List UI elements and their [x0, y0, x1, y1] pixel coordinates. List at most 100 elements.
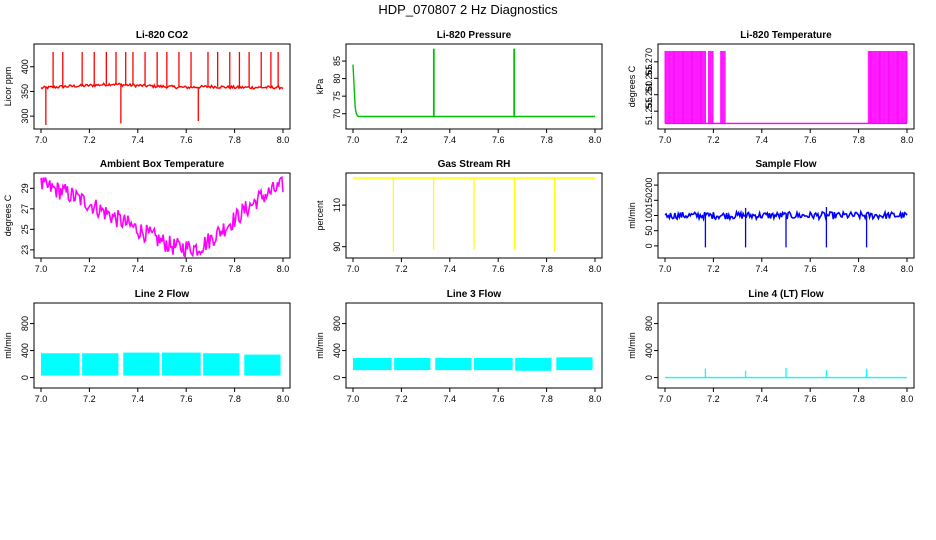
- chart-rh: Gas Stream RH 7.0 7.2 7.4 7.6 7.8 8.0 90 110 perc…: [315, 159, 603, 274]
- y-tick-label: 0: [644, 243, 654, 248]
- x-tick-label: 7.4: [132, 135, 145, 145]
- plot-body: [352, 48, 595, 118]
- x-tick-label: 7.8: [228, 135, 241, 145]
- series-line-pressure: [352, 64, 595, 118]
- chart-line2: Line 2 Flow 7.0 7.2 7.4 7.6 7.8 8.0 0 400 800 ml/m…: [3, 289, 291, 404]
- chart-title: Line 2 Flow: [135, 289, 190, 300]
- x-tick-label: 8.0: [277, 264, 290, 274]
- y-tick-label: 350: [20, 84, 30, 99]
- plot-frame: [345, 172, 603, 259]
- x-tick-label: 7.6: [180, 135, 193, 145]
- series-line-temperature: [40, 176, 284, 258]
- x-tick-label: 7.4: [444, 394, 457, 404]
- chart-title: Li-820 CO2: [136, 30, 189, 41]
- flow-segment: [353, 357, 392, 371]
- x-tick-label: 7.8: [540, 394, 553, 404]
- x-tick-label: 7.2: [83, 135, 96, 145]
- y-tick-label: 100: [644, 208, 654, 223]
- x-tick-label: 8.0: [277, 394, 290, 404]
- x-tick-label: 7.2: [395, 135, 408, 145]
- y-tick-label: 51.255: [644, 97, 654, 125]
- x-tick-label: 7.2: [707, 394, 720, 404]
- y-tick-label: 400: [332, 343, 342, 358]
- x-tick-label: 7.6: [492, 135, 505, 145]
- y-tick-label: 80: [332, 74, 342, 84]
- series-line-flow: [664, 209, 908, 223]
- plot-body: [664, 50, 908, 125]
- y-tick-label: 25: [20, 224, 30, 234]
- y-tick-label: 0: [20, 375, 30, 380]
- page-title: HDP_070807 2 Hz Diagnostics: [378, 2, 558, 17]
- y-tick-label: 51.270: [644, 48, 654, 76]
- x-tick-label: 7.6: [180, 394, 193, 404]
- y-tick-label: 70: [332, 109, 342, 119]
- chart-line3: Line 3 Flow 7.0 7.2 7.4 7.6 7.8 8.0 0 400 800 ml/m…: [315, 289, 603, 404]
- flow-segment: [435, 357, 472, 371]
- y-tick-label: 400: [20, 343, 30, 358]
- plot-frame: [345, 302, 603, 389]
- chart-line4: Line 4 (LT) Flow 7.0 7.2 7.4 7.6 7.8 8.0 0 400 80…: [627, 289, 915, 404]
- plot-frame: [33, 172, 291, 259]
- y-tick-label: 27: [20, 204, 30, 214]
- x-tick-label: 7.4: [444, 135, 457, 145]
- y-tick-label: 800: [20, 316, 30, 331]
- x-tick-label: 7.0: [35, 394, 48, 404]
- x-tick-label: 8.0: [589, 394, 602, 404]
- x-tick-label: 7.8: [228, 394, 241, 404]
- chart-title: Line 4 (LT) Flow: [748, 289, 824, 300]
- x-tick-label: 7.6: [804, 264, 817, 274]
- y-axis-label: ml/min: [315, 332, 325, 359]
- plot-body: [664, 206, 908, 248]
- x-tick-label: 7.0: [659, 264, 672, 274]
- y-tick-label: 75: [332, 91, 342, 101]
- y-tick-label: 0: [644, 375, 654, 380]
- flow-segment: [82, 353, 119, 376]
- series-line-baseline: [40, 82, 284, 91]
- x-tick-label: 7.4: [132, 264, 145, 274]
- y-tick-label: 110: [332, 198, 342, 212]
- plot-frame: [345, 43, 603, 130]
- plot-body: [40, 176, 284, 258]
- chart-title: Gas Stream RH: [438, 159, 511, 170]
- plot-frame: [33, 302, 291, 389]
- y-axis-label: kPa: [315, 79, 325, 95]
- flow-segment: [474, 357, 513, 371]
- y-tick-label: 800: [332, 316, 342, 331]
- flow-segment: [556, 357, 593, 371]
- x-tick-label: 7.6: [492, 264, 505, 274]
- y-tick-label: 50: [644, 226, 654, 236]
- chart-title: Sample Flow: [755, 159, 816, 170]
- y-tick-label: 150: [644, 193, 654, 208]
- x-tick-label: 8.0: [589, 135, 602, 145]
- chart-box_temp: Ambient Box Temperature 7.0 7.2 7.4 7.6 7.8 8.…: [3, 159, 291, 274]
- x-tick-label: 7.8: [852, 264, 865, 274]
- y-tick-label: 85: [332, 56, 342, 66]
- y-tick-label: 23: [20, 245, 30, 255]
- y-tick-label: 51.260: [644, 81, 654, 109]
- plot-frame: [33, 43, 291, 130]
- x-tick-label: 7.6: [804, 394, 817, 404]
- plot-body: [40, 51, 284, 126]
- y-tick-label: 0: [332, 375, 342, 380]
- chart-licor_temp: Li-820 Temperature 7.0 7.2 7.4 7.6 7.8 8.0 51.2…: [627, 30, 915, 145]
- x-tick-label: 8.0: [589, 264, 602, 274]
- x-tick-label: 7.2: [395, 264, 408, 274]
- flow-segment: [515, 357, 552, 371]
- x-tick-label: 7.0: [347, 264, 360, 274]
- y-tick-label: 29: [20, 183, 30, 193]
- plot-body: [353, 177, 595, 252]
- x-tick-label: 7.4: [756, 135, 769, 145]
- y-axis-label: degrees C: [3, 194, 13, 236]
- x-tick-label: 7.2: [395, 394, 408, 404]
- x-tick-label: 7.0: [347, 135, 360, 145]
- chart-co2: Li-820 CO2 7.0 7.2 7.4 7.6 7.8 8.0 300 350 400 Lic…: [3, 30, 291, 145]
- chart-pressure: Li-820 Pressure 7.0 7.2 7.4 7.6 7.8 8.0 70 75 80 8…: [315, 30, 603, 145]
- plot-body: [665, 368, 907, 379]
- flow-segment: [123, 352, 160, 376]
- y-axis-label: ml/min: [627, 202, 637, 229]
- y-tick-label: 90: [332, 242, 342, 252]
- x-tick-label: 7.2: [707, 135, 720, 145]
- y-tick-label: 800: [644, 316, 654, 331]
- chart-title: Li-820 Temperature: [740, 30, 832, 41]
